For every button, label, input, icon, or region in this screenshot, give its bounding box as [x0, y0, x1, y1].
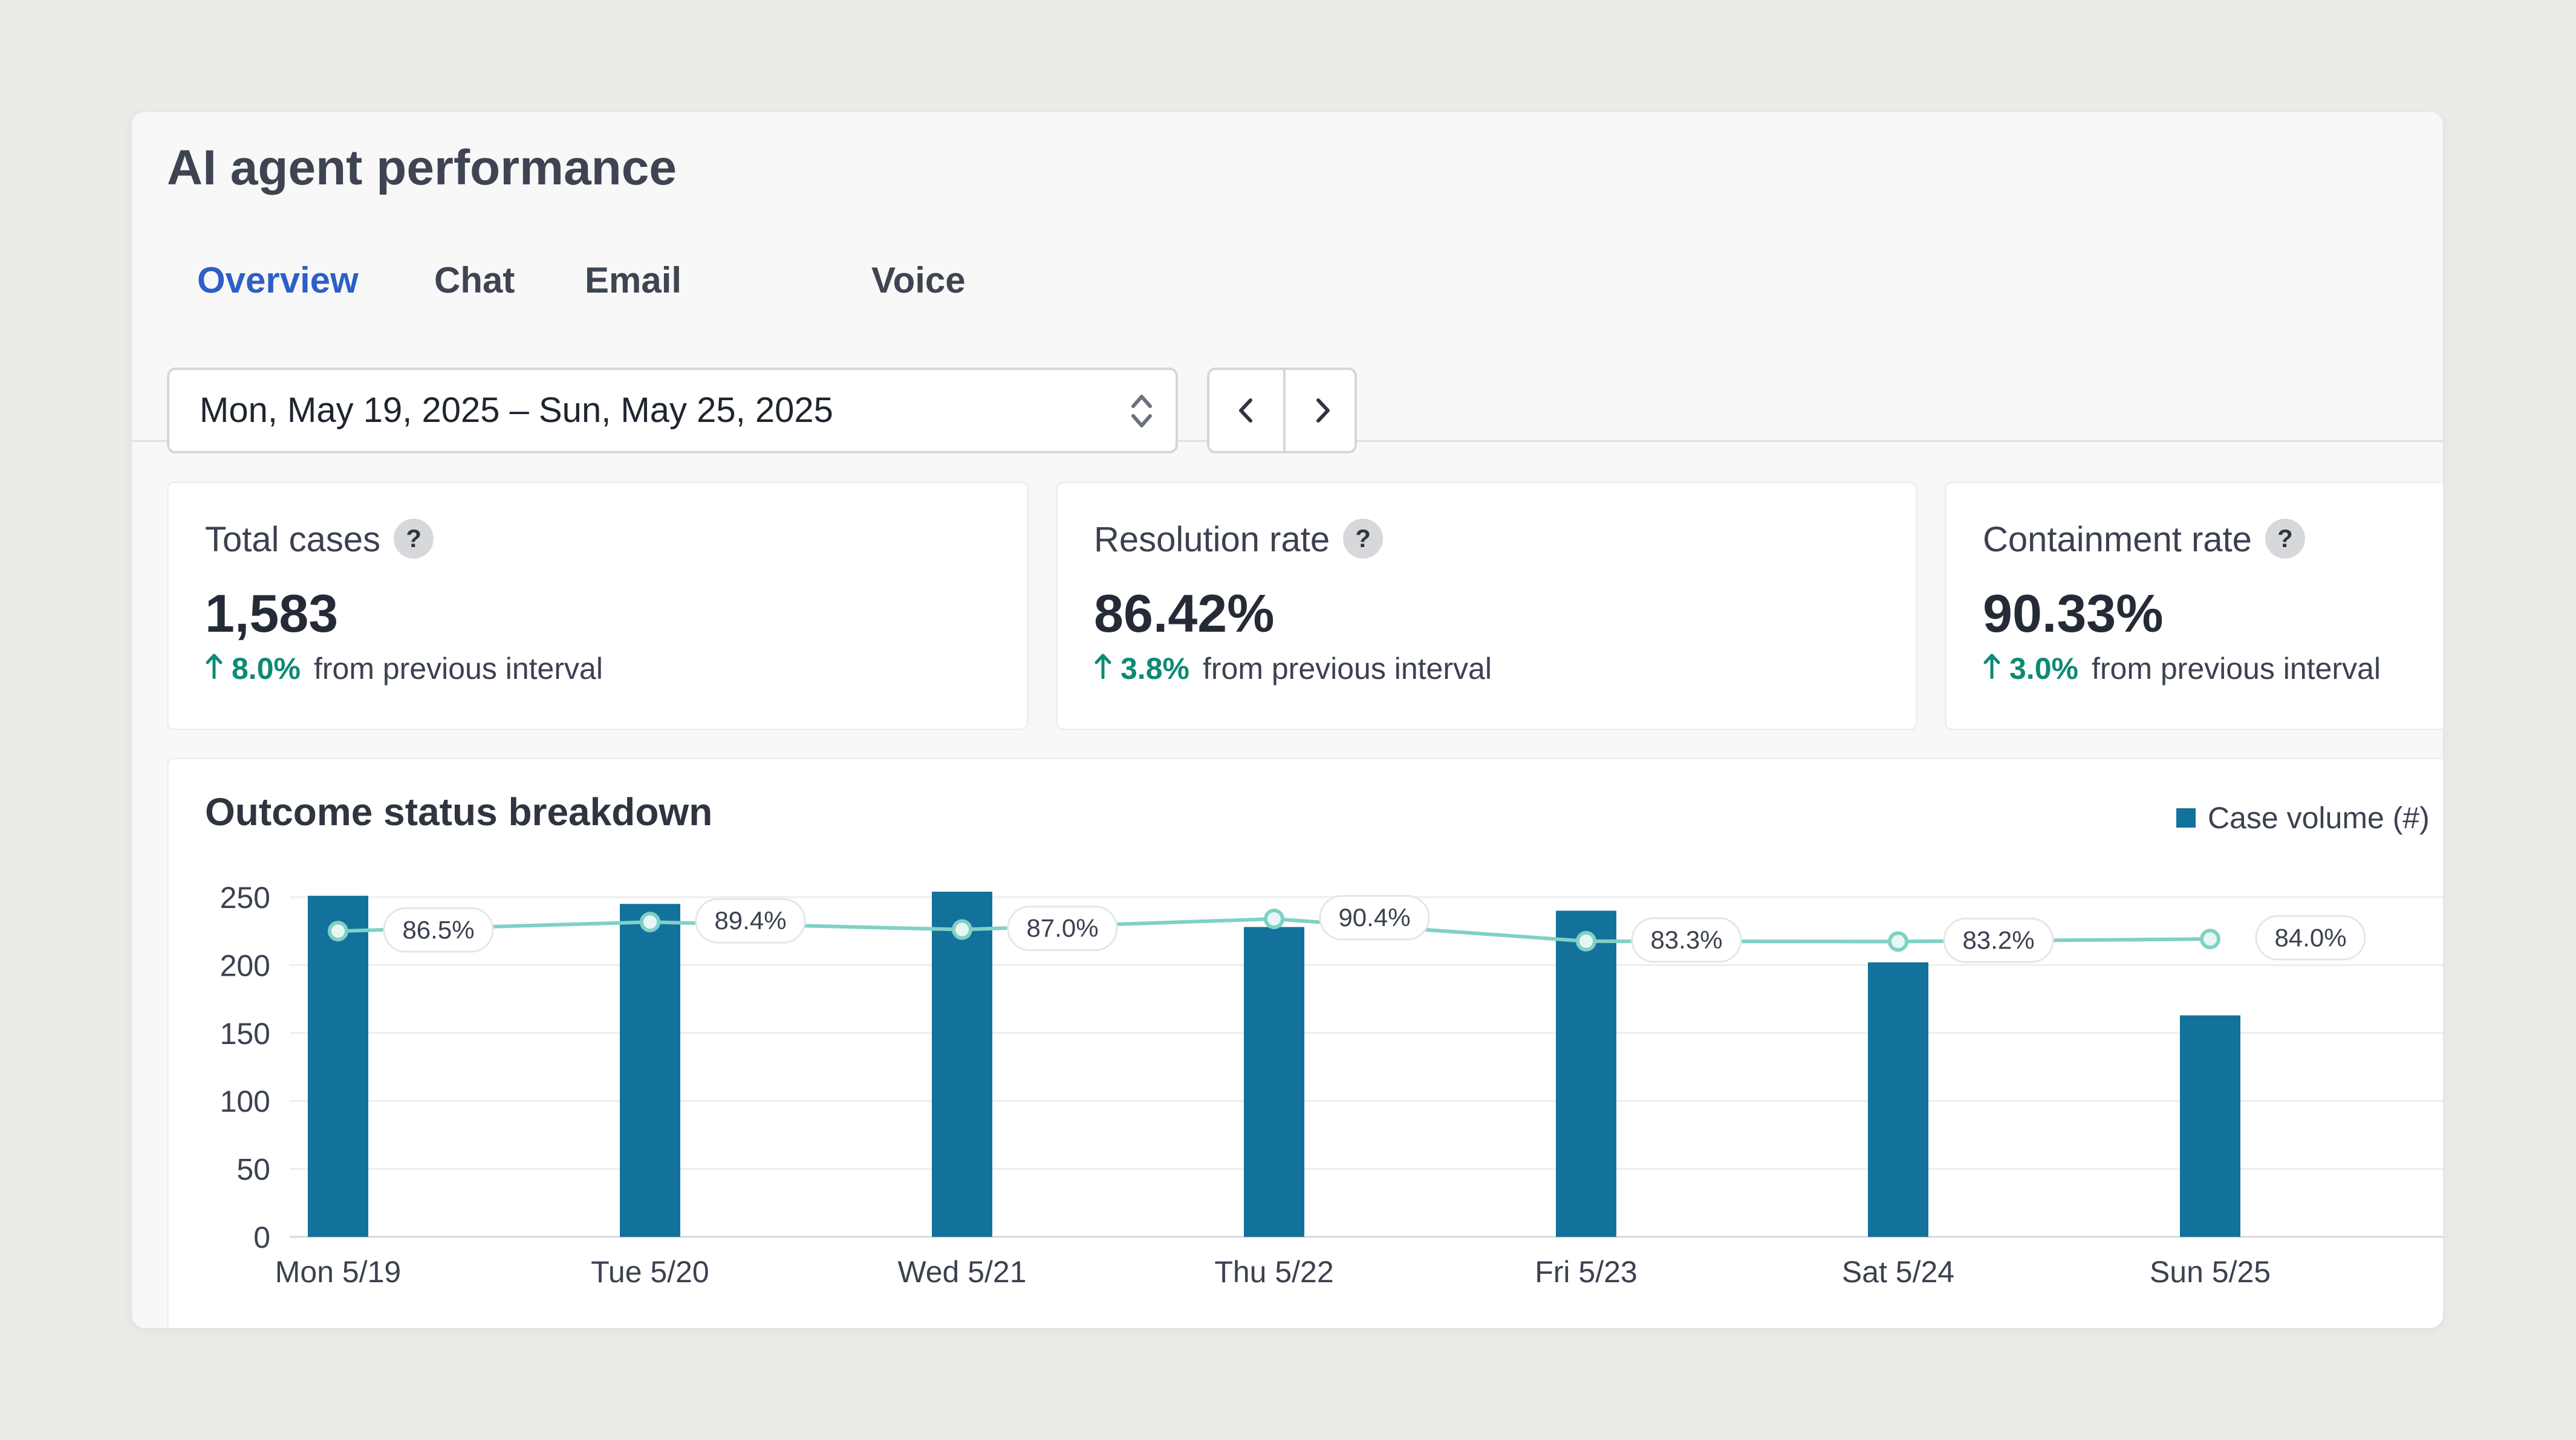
rate-label-pill [1631, 917, 1742, 963]
bar [2180, 1015, 2240, 1237]
kpi-change: 3.0% from previous interval [1983, 651, 2381, 689]
bar [1868, 962, 1928, 1237]
kpi-label: Total cases? [205, 518, 434, 562]
bar [932, 892, 992, 1237]
x-tick-label: Thu 5/22 [1214, 1255, 1333, 1289]
y-tick-label: 150 [220, 1017, 270, 1051]
y-tick-label: 250 [220, 881, 270, 915]
x-tick-label: Mon 5/19 [275, 1255, 401, 1289]
help-icon[interactable]: ? [1343, 518, 1384, 559]
x-tick-label: Sat 5/24 [1842, 1255, 1954, 1289]
bar [308, 895, 368, 1237]
tab-email[interactable]: Email [585, 260, 682, 300]
rate-data-label: 89.4% [714, 906, 786, 935]
y-tick-label: 0 [253, 1221, 270, 1254]
legend-swatch [2176, 808, 2196, 828]
kpi-total-cases: Total cases? 1,583 8.0% from previous int… [167, 481, 1029, 730]
kpi-value: 1,583 [205, 583, 339, 643]
kpi-containment-rate: Containment rate? 90.33% 3.0% from previo… [1945, 481, 2443, 730]
arrow-up-icon [205, 651, 223, 686]
chevron-left-icon [1239, 398, 1252, 423]
rate-point [1576, 930, 1596, 952]
date-range-value: Mon, May 19, 2025 – Sun, May 25, 2025 [200, 391, 833, 430]
tab-voice[interactable]: Voice [871, 260, 966, 300]
outcome-chart-card: Outcome status breakdown Case volume (#)… [167, 757, 2443, 1328]
y-tick-label: 100 [220, 1085, 270, 1118]
help-icon[interactable]: ? [394, 518, 434, 559]
kpi-change: 8.0% from previous interval [205, 651, 603, 689]
kpi-change-percent: 3.0% [2009, 652, 2078, 686]
chevron-right-icon [1316, 398, 1330, 423]
kpi-change-suffix: from previous interval [313, 652, 603, 686]
page-title: AI agent performance [167, 140, 677, 195]
kpi-label: Resolution rate? [1094, 518, 1384, 562]
chevron-up-down-icon [1130, 391, 1154, 435]
kpi-value: 90.33% [1983, 583, 2164, 643]
date-range-select[interactable]: Mon, May 19, 2025 – Sun, May 25, 2025 [167, 368, 1178, 453]
kpi-label-text: Resolution rate [1094, 520, 1330, 559]
performance-card: AI agent performance Overview Chat Email… [132, 112, 2443, 1328]
kpi-label: Containment rate? [1983, 518, 2305, 562]
arrow-up-icon [1983, 651, 2001, 686]
chart-title: Outcome status breakdown [205, 790, 713, 834]
help-icon[interactable]: ? [2265, 518, 2305, 559]
rate-data-label: 87.0% [1026, 914, 1098, 942]
rate-data-label: 83.3% [1650, 926, 1722, 954]
rate-data-label: 84.0% [2274, 923, 2346, 952]
kpi-change-suffix: from previous interval [2091, 652, 2381, 686]
rate-label-pill [383, 907, 494, 953]
tab-chat[interactable]: Chat [434, 260, 515, 300]
next-period-button[interactable] [1286, 370, 1359, 451]
chart-legend: Case volume (#) [2176, 800, 2430, 835]
kpi-label-text: Total cases [205, 520, 381, 559]
kpi-change-suffix: from previous interval [1202, 652, 1492, 686]
rate-point [1264, 909, 1284, 929]
tab-overview[interactable]: Overview [197, 260, 359, 300]
rate-point [1888, 931, 1908, 952]
y-tick-label: 50 [236, 1153, 270, 1187]
bar [620, 904, 680, 1237]
previous-period-button[interactable] [1209, 370, 1283, 451]
x-tick-label: Fri 5/23 [1535, 1255, 1638, 1289]
rate-point [952, 919, 972, 940]
date-nav-group [1207, 368, 1357, 453]
legend-label: Case volume (#) [2208, 801, 2430, 835]
rate-point [2200, 929, 2220, 950]
rate-point [328, 921, 348, 942]
rate-label-pill [1319, 895, 1430, 941]
rate-label-pill [1007, 906, 1118, 952]
kpi-change-percent: 3.8% [1120, 652, 1189, 686]
kpi-resolution-rate: Resolution rate? 86.42% 3.8% from previou… [1056, 481, 1917, 730]
rate-label-pill [2255, 915, 2366, 961]
y-tick-label: 200 [220, 949, 270, 982]
kpi-change: 3.8% from previous interval [1094, 651, 1492, 689]
x-tick-label: Sun 5/25 [2150, 1255, 2271, 1289]
x-tick-label: Tue 5/20 [591, 1255, 709, 1289]
kpi-value: 86.42% [1094, 583, 1275, 643]
outcome-chart: 0 50 100 150 200 250 Mon 5/19 Tue 5/20 Wed 5/21 T… [220, 881, 2443, 1289]
kpi-change-percent: 8.0% [232, 652, 301, 686]
rate-data-label: 90.4% [1338, 903, 1410, 932]
rate-data-label: 86.5% [402, 915, 474, 944]
rate-point [640, 912, 660, 933]
nav-divider [1283, 370, 1286, 451]
rate-label-pill [695, 898, 806, 944]
arrow-up-icon [1094, 651, 1112, 686]
x-tick-label: Wed 5/21 [897, 1255, 1026, 1289]
rate-label-pill [1943, 917, 2054, 963]
kpi-label-text: Containment rate [1983, 520, 2252, 559]
rate-data-label: 83.2% [1962, 926, 2034, 954]
bar [1244, 927, 1304, 1237]
bar [1556, 910, 1616, 1237]
